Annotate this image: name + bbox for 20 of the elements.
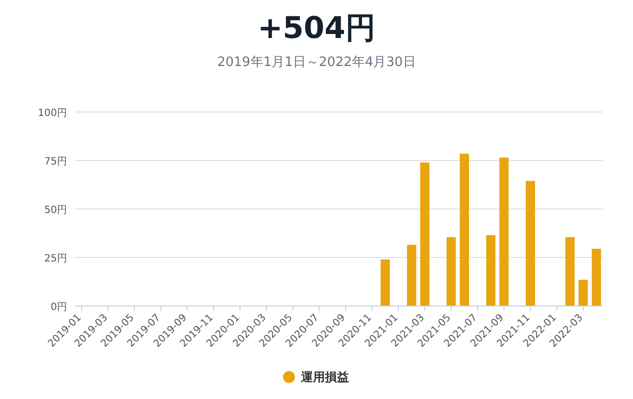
legend-label: 運用損益 bbox=[300, 370, 349, 384]
bar bbox=[578, 280, 588, 306]
bar bbox=[406, 244, 416, 306]
bar bbox=[565, 237, 575, 306]
y-tick-label: 25円 bbox=[44, 254, 67, 264]
bar bbox=[526, 180, 536, 306]
y-tick-label: 100円 bbox=[38, 108, 67, 119]
bar bbox=[380, 259, 390, 306]
bar bbox=[460, 154, 470, 306]
legend: 運用損益 bbox=[283, 370, 349, 384]
bar bbox=[499, 158, 509, 306]
bar bbox=[420, 162, 430, 306]
y-tick-label: 75円 bbox=[44, 156, 67, 168]
y-tick-label: 50円 bbox=[44, 205, 67, 216]
chart-subtitle: 2019年1月1日～2022年4月30日 bbox=[217, 55, 416, 70]
bar bbox=[592, 248, 602, 306]
bar bbox=[486, 235, 496, 306]
y-tick-label: 0円 bbox=[50, 302, 67, 313]
bar bbox=[446, 237, 456, 306]
chart-title: +504円 bbox=[258, 11, 376, 46]
